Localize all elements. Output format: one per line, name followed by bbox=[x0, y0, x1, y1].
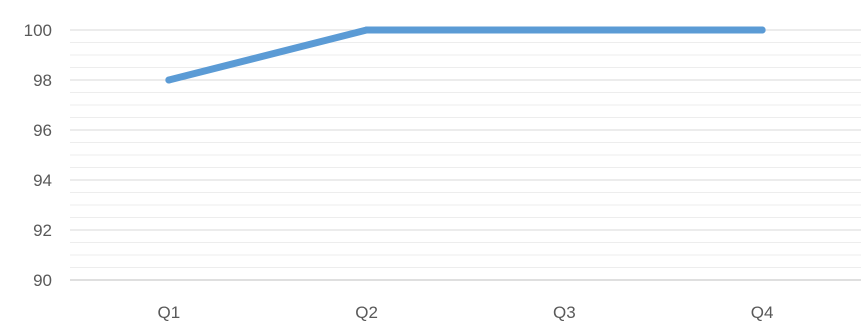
minor-gridlines bbox=[70, 42, 861, 268]
x-tick-label: Q4 bbox=[751, 303, 774, 322]
y-tick-label: 94 bbox=[33, 171, 52, 190]
x-tick-label: Q3 bbox=[553, 303, 576, 322]
y-tick-label: 92 bbox=[33, 221, 52, 240]
x-tick-label: Q1 bbox=[158, 303, 181, 322]
data-point bbox=[758, 26, 766, 34]
x-axis-tick-labels: Q1 Q2 Q3 Q4 bbox=[158, 303, 774, 322]
x-tick-label: Q2 bbox=[355, 303, 378, 322]
data-point bbox=[165, 76, 173, 84]
series-layer bbox=[165, 26, 766, 84]
series-line bbox=[165, 26, 766, 84]
y-tick-label: 98 bbox=[33, 71, 52, 90]
y-tick-label: 100 bbox=[24, 21, 52, 40]
major-gridlines bbox=[70, 29, 861, 231]
y-tick-label: 90 bbox=[33, 271, 52, 290]
y-axis-tick-labels: 90 92 94 96 98 100 bbox=[24, 21, 52, 290]
data-point bbox=[363, 26, 371, 34]
y-tick-label: 96 bbox=[33, 121, 52, 140]
data-point bbox=[560, 26, 568, 34]
